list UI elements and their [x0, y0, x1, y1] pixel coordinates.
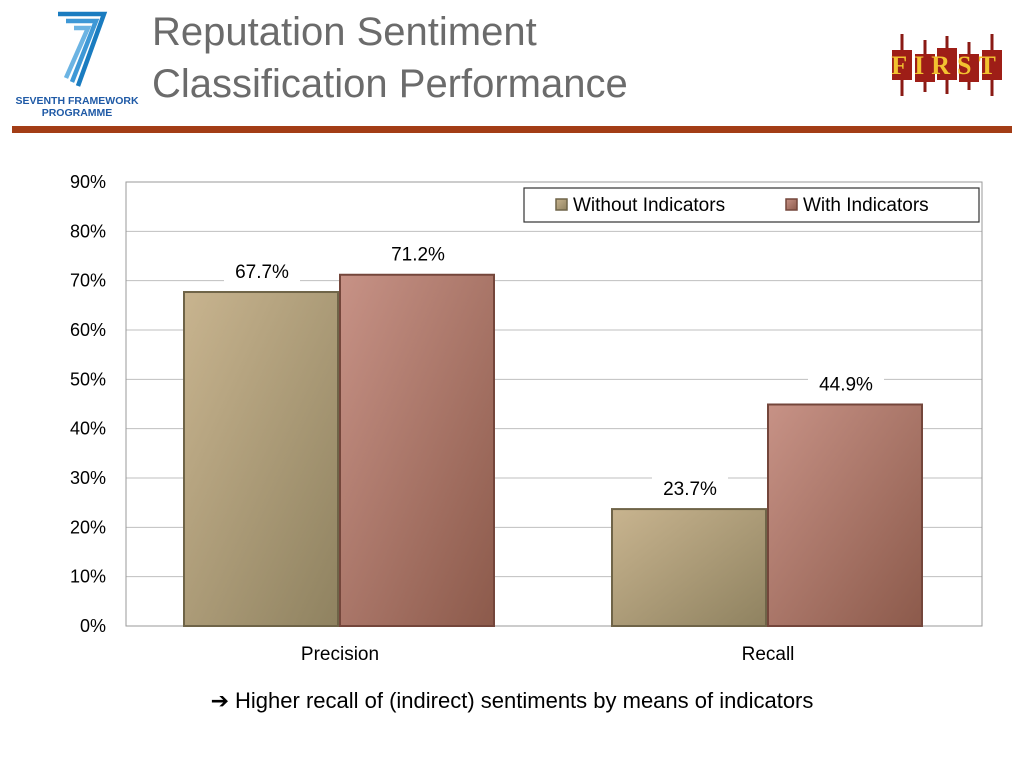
bar — [767, 403, 923, 628]
slide-title: Reputation Sentiment Classification Perf… — [152, 6, 852, 110]
x-category-label: Precision — [301, 644, 379, 665]
slide-title-line-2: Classification Performance — [152, 62, 628, 106]
fp7-text-line1: SEVENTH FRAMEWORK — [15, 95, 139, 107]
y-tick-label: 20% — [70, 517, 106, 537]
y-tick-label: 50% — [70, 369, 106, 389]
plot-frame — [125, 181, 983, 627]
caption-text: Higher recall of (indirect) sentiments b… — [235, 688, 814, 713]
data-label-bg — [808, 371, 884, 398]
legend-label: Without Indicators — [573, 195, 725, 216]
legend-swatch — [785, 198, 798, 211]
y-tick-label: 0% — [80, 616, 106, 636]
y-tick-label: 70% — [70, 271, 106, 291]
bar-chart: 0% 10% 20% 30% 40% 50% 60% 70% 80% 90% 67.7% 71.2%… — [70, 172, 983, 665]
data-label: 44.9% — [819, 374, 873, 395]
data-label-bg — [652, 476, 728, 503]
data-labels: 67.7% 71.2% 23.7% 44.9% — [224, 241, 884, 503]
legend-swatch — [555, 198, 568, 211]
title-rule — [12, 126, 1012, 133]
first-logo-text: FIRST — [891, 51, 1003, 80]
data-label-bg — [380, 241, 456, 268]
bars — [183, 273, 923, 628]
y-tick-label: 60% — [70, 320, 106, 340]
legend-label: With Indicators — [803, 195, 929, 216]
y-axis-ticks: 0% 10% 20% 30% 40% 50% 60% 70% 80% 90% — [70, 172, 106, 636]
fp7-text-line2: PROGRAMME — [42, 107, 113, 119]
legend-box — [523, 187, 980, 223]
x-category-label: Recall — [742, 644, 795, 665]
bar — [339, 273, 495, 627]
data-label: 71.2% — [391, 245, 445, 266]
y-tick-label: 30% — [70, 468, 106, 488]
legend: Without Indicators With Indicators — [523, 187, 980, 223]
first-logo: FIRST — [891, 34, 1003, 96]
data-label: 67.7% — [235, 262, 289, 283]
first-logo-blocks — [892, 48, 1002, 82]
y-tick-label: 10% — [70, 567, 106, 587]
caption: ➔ Higher recall of (indirect) sentiments … — [0, 688, 1024, 714]
fp7-logo: SEVENTH FRAMEWORK PROGRAMME — [15, 11, 139, 119]
fp7-seven-emblem — [58, 11, 108, 87]
data-label: 23.7% — [663, 479, 717, 500]
x-axis-categories: Precision Recall — [301, 644, 794, 665]
right-arrow-icon: ➔ — [210, 688, 230, 713]
y-tick-label: 80% — [70, 221, 106, 241]
data-label-bg — [224, 259, 300, 286]
y-tick-label: 40% — [70, 419, 106, 439]
slide-title-line-1: Reputation Sentiment — [152, 10, 537, 54]
bar — [611, 508, 767, 627]
bar — [183, 291, 339, 627]
y-tick-label: 90% — [70, 172, 106, 192]
